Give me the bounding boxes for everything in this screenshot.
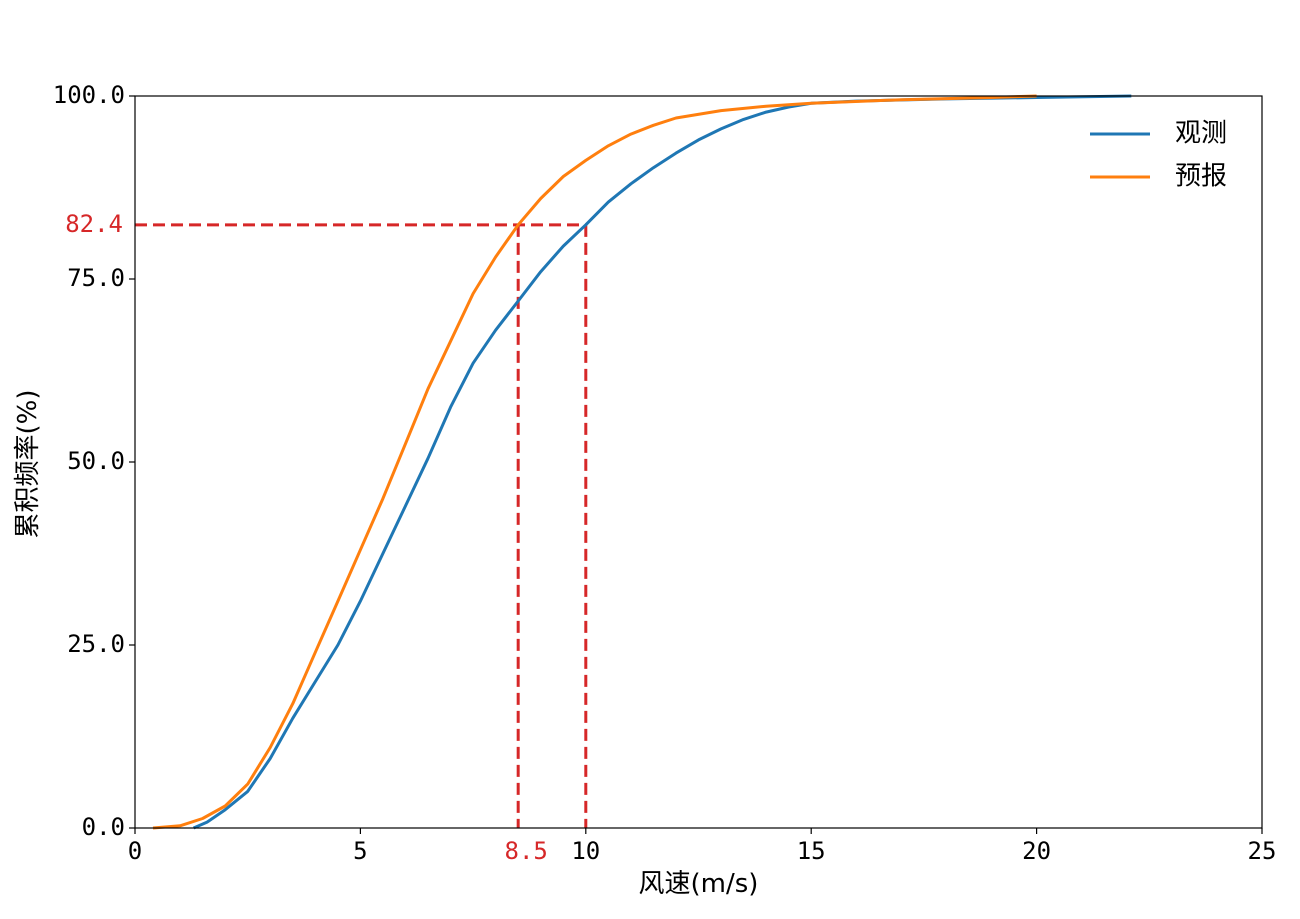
y-tick-label: 75.0 (67, 264, 125, 292)
annotation-y-label: 82.4 (65, 210, 123, 238)
x-tick-label: 0 (128, 837, 142, 865)
x-tick-label: 25 (1248, 837, 1277, 865)
x-axis-ticks: 0 5 10 15 20 25 (128, 828, 1277, 865)
annotation-x-label: 8.5 (505, 837, 548, 865)
y-axis-ticks: 0.0 25.0 50.0 75.0 100.0 (53, 81, 135, 841)
x-tick-label: 10 (571, 837, 600, 865)
legend-label-1: 预报 (1175, 162, 1227, 192)
y-tick-label: 0.0 (82, 813, 125, 841)
y-axis-title: 累积频率(%) (13, 390, 43, 539)
series-line-0 (192, 94, 1132, 830)
reference-lines (135, 223, 588, 828)
legend-label-0: 观测 (1175, 119, 1227, 149)
series-lines (152, 94, 1132, 830)
series-line-1 (152, 94, 1037, 830)
plot-frame (134, 95, 1263, 829)
y-tick-label: 100.0 (53, 81, 125, 109)
x-axis-title: 风速(m/s) (639, 869, 759, 899)
x-tick-label: 15 (797, 837, 826, 865)
y-tick-label: 25.0 (67, 630, 125, 658)
y-tick-label: 50.0 (67, 447, 125, 475)
x-tick-label: 5 (353, 837, 367, 865)
x-tick-label: 20 (1022, 837, 1051, 865)
